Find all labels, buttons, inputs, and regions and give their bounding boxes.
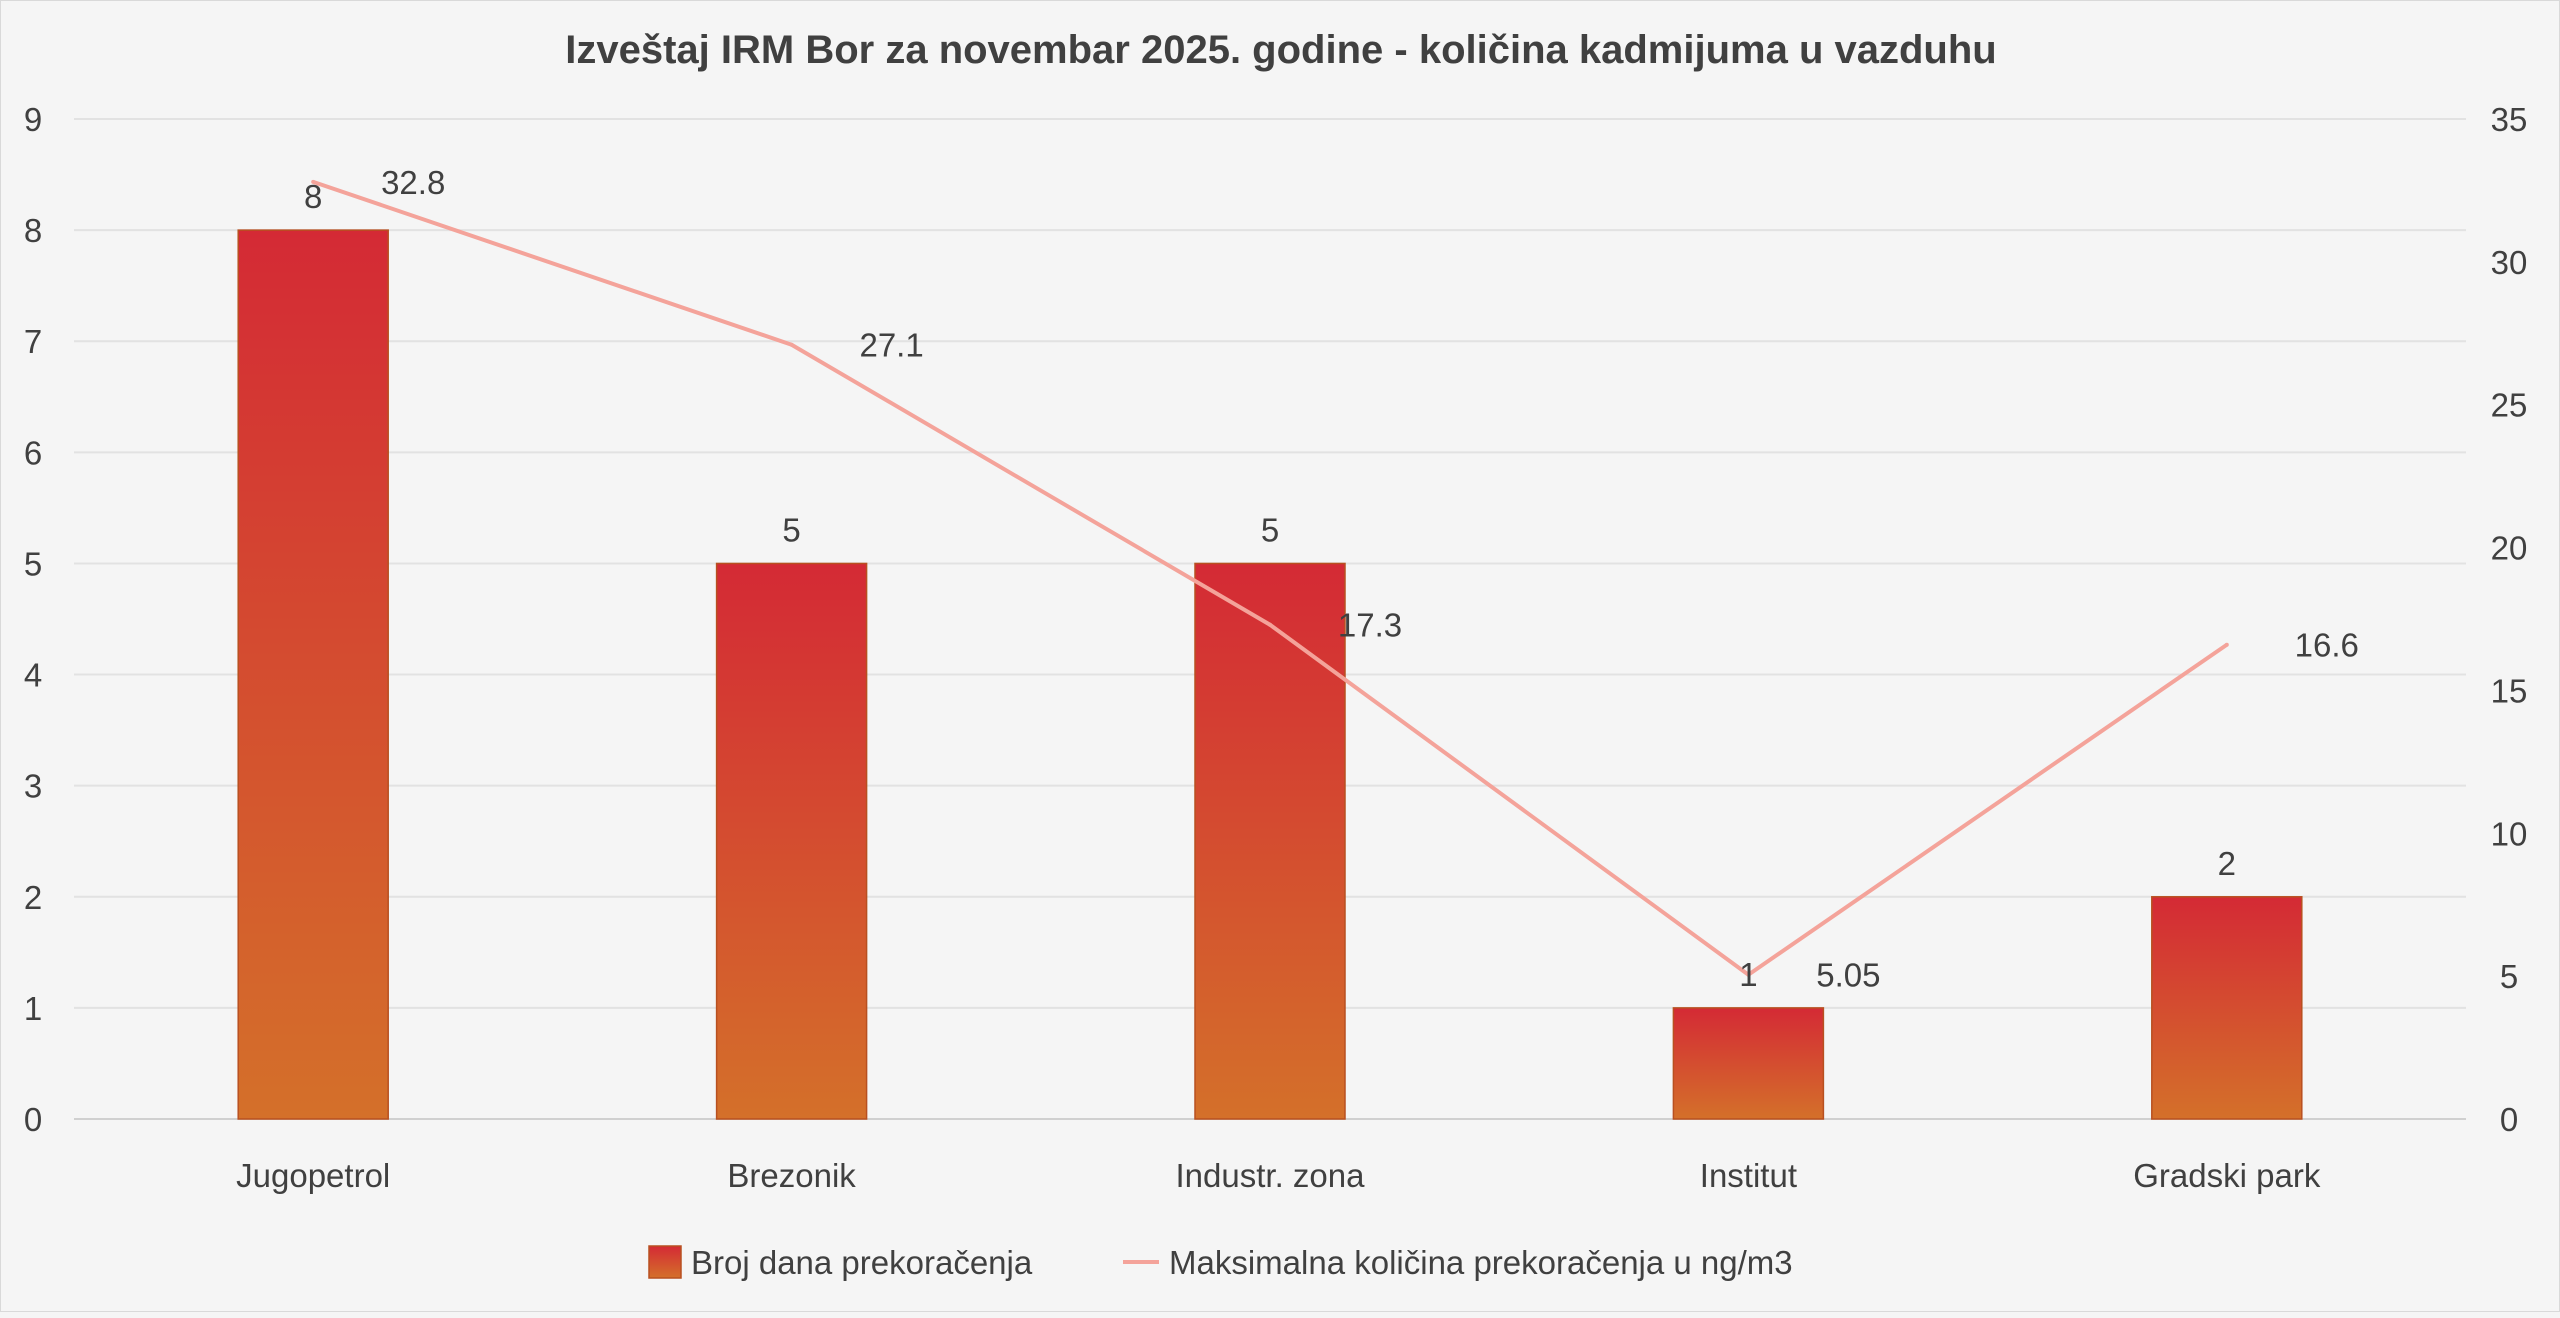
y-left-tick-label: 4 [24, 657, 42, 694]
y-left-tick-label: 6 [24, 434, 42, 471]
chart-title: Izveštaj IRM Bor za novembar 2025. godin… [565, 28, 1996, 72]
line-data-label: 5.05 [1816, 957, 1880, 994]
bar-data-label: 1 [1739, 956, 1757, 993]
bar-data-label: 5 [782, 511, 800, 548]
y-right-tick-label: 30 [2491, 244, 2528, 281]
line-point [311, 179, 316, 184]
x-category-label: Institut [1700, 1157, 1797, 1194]
legend-line-label: Maksimalna količina prekoračenja u ng/m3 [1169, 1244, 1793, 1281]
y-right-tick-label: 35 [2491, 101, 2528, 138]
line-point [1746, 972, 1751, 977]
bar [1672, 1007, 1825, 1120]
legend: Broj dana prekoračenja Maksimalna količin… [648, 1244, 1793, 1281]
line-point [2224, 642, 2229, 647]
y-left-tick-label: 8 [24, 212, 42, 249]
legend-bar-swatch [648, 1245, 682, 1279]
line-data-label: 32.8 [381, 164, 445, 201]
y-left-tick-label: 5 [24, 545, 42, 582]
bar-data-label: 5 [1261, 511, 1279, 548]
x-category-label: Jugopetrol [236, 1157, 390, 1194]
bar [2151, 896, 2303, 1120]
bar [715, 562, 868, 1120]
line-point [789, 342, 794, 347]
x-category-label: Industr. zona [1176, 1157, 1366, 1194]
y-left-tick-label: 9 [24, 101, 42, 138]
y-left-tick-label: 0 [24, 1101, 42, 1138]
y-right-tick-label: 5 [2500, 958, 2518, 995]
x-category-label: Brezonik [727, 1157, 856, 1194]
bar [237, 229, 389, 1120]
y-left-tick-label: 2 [24, 879, 42, 916]
y-left-tick-label: 3 [24, 768, 42, 805]
bar-data-label: 2 [2218, 845, 2236, 882]
legend-bar-label: Broj dana prekoračenja [691, 1244, 1033, 1281]
bar-data-label: 8 [304, 178, 322, 215]
y-left-tick-label: 7 [24, 323, 42, 360]
y-left-tick-label: 1 [24, 990, 42, 1027]
line-data-label: 17.3 [1338, 607, 1402, 644]
y-right-tick-label: 10 [2491, 815, 2528, 852]
bar [1194, 562, 1346, 1120]
y-right-tick-label: 20 [2491, 530, 2528, 567]
line-data-label: 16.6 [2295, 627, 2359, 664]
line-point [1268, 622, 1272, 627]
line-data-label: 27.1 [859, 327, 923, 364]
x-category-label: Gradski park [2133, 1157, 2321, 1194]
y-right-tick-label: 25 [2491, 387, 2528, 424]
y-right-tick-label: 15 [2491, 672, 2528, 709]
y-right-tick-label: 0 [2500, 1101, 2518, 1138]
